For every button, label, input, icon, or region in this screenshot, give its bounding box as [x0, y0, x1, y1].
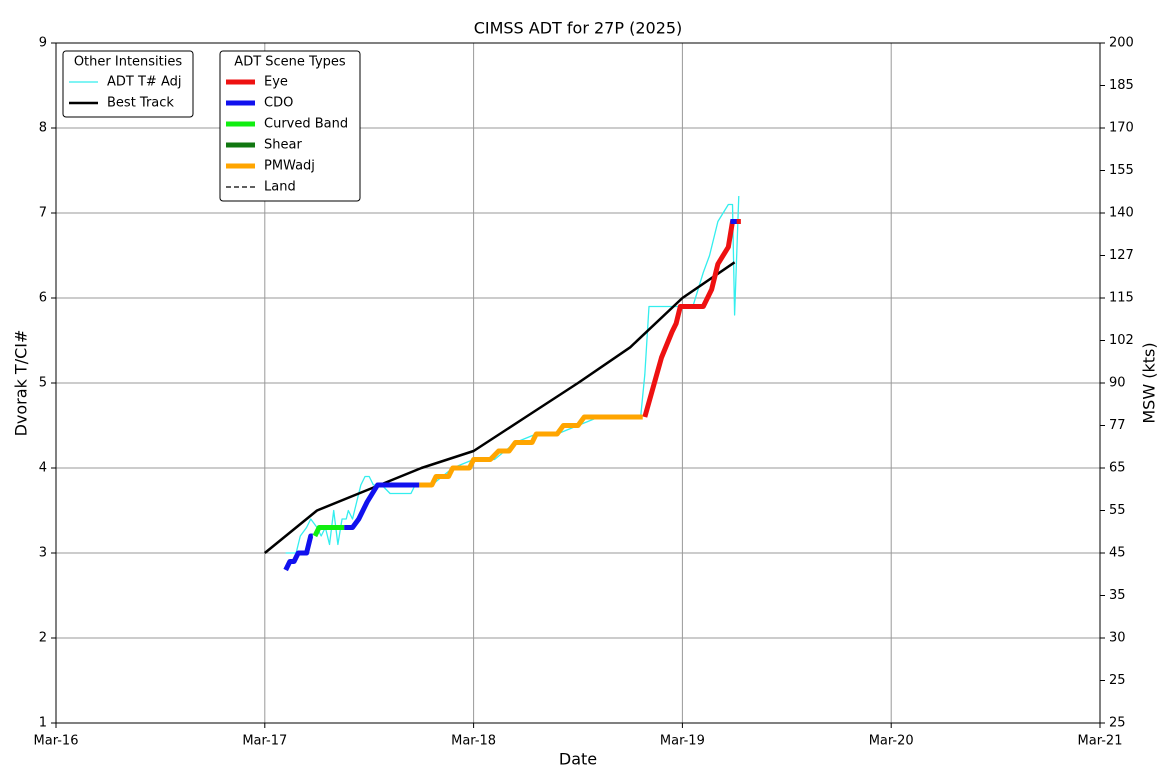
- y2-tick-label: 90: [1109, 376, 1126, 391]
- x-tick-label: Mar-20: [869, 734, 914, 749]
- legend: ADT Scene Types Eye CDO Curved Band Shear PMW…: [219, 50, 361, 202]
- line-series: [312, 525, 345, 538]
- chart-title: CIMSS ADT for 27P (2025): [474, 19, 683, 38]
- y2-tick-label: 155: [1109, 163, 1134, 178]
- y2-tick-label: 102: [1109, 333, 1134, 348]
- legend-box: [62, 50, 194, 118]
- y2-tick-label: 200: [1109, 36, 1134, 51]
- legend-title: Other Intensities: [74, 55, 183, 70]
- legend-label: Curved Band: [264, 117, 348, 132]
- y2-tick-label: 65: [1109, 461, 1126, 476]
- y-tick-label: 6: [39, 291, 47, 306]
- y-tick-label: 2: [39, 631, 47, 646]
- y-tick-label: 4: [39, 461, 47, 476]
- y-axis-label: Dvorak T/CI#: [12, 330, 31, 437]
- y2-tick-label: 140: [1109, 206, 1134, 221]
- legend-label: Best Track: [107, 96, 174, 111]
- legend-label: CDO: [264, 96, 293, 111]
- line-series: [642, 219, 741, 418]
- legend-label: Shear: [264, 138, 302, 153]
- plot-frame: [55, 42, 1101, 724]
- line-series: [283, 219, 737, 572]
- legend: Other Intensities ADT T# Adj Best Track: [62, 50, 194, 118]
- y-tick-label: 5: [39, 376, 47, 391]
- y2-tick-label: 127: [1109, 248, 1134, 263]
- x-axis-label: Date: [559, 750, 597, 769]
- y2-tick-label: 170: [1109, 121, 1134, 136]
- y-tick-label: 7: [39, 206, 47, 221]
- x-tick-label: Mar-19: [660, 734, 705, 749]
- y2-tick-label: 35: [1109, 588, 1126, 603]
- line-series: [285, 195, 740, 554]
- x-tick-label: Mar-18: [451, 734, 496, 749]
- x-tick-label: Mar-17: [242, 734, 287, 749]
- y2-tick-label: 77: [1109, 418, 1126, 433]
- y2-tick-label: 25: [1109, 673, 1126, 688]
- y2-tick-label: 185: [1109, 78, 1134, 93]
- y-tick-label: 1: [39, 716, 47, 731]
- legend-title: ADT Scene Types: [234, 55, 346, 70]
- x-tick-label: Mar-16: [34, 734, 79, 749]
- y-tick-label: 3: [39, 546, 47, 561]
- legend-label: Eye: [264, 75, 288, 90]
- line-series: [264, 261, 736, 554]
- x-tick-label: Mar-21: [1078, 734, 1123, 749]
- y2-tick-label: 55: [1109, 503, 1126, 518]
- y2-tick-label: 30: [1109, 631, 1126, 646]
- y2-tick-label: 115: [1109, 291, 1134, 306]
- y2-tick-label: 25: [1109, 716, 1126, 731]
- legend-label: ADT T# Adj: [107, 75, 181, 90]
- legend-label: Land: [264, 180, 296, 195]
- line-series: [419, 414, 643, 488]
- y-tick-label: 9: [39, 36, 47, 51]
- y-tick-label: 8: [39, 121, 47, 136]
- legend-label: PMWadj: [264, 159, 315, 174]
- y2-tick-label: 45: [1109, 546, 1126, 561]
- y2-axis-label: MSW (kts): [1140, 342, 1159, 423]
